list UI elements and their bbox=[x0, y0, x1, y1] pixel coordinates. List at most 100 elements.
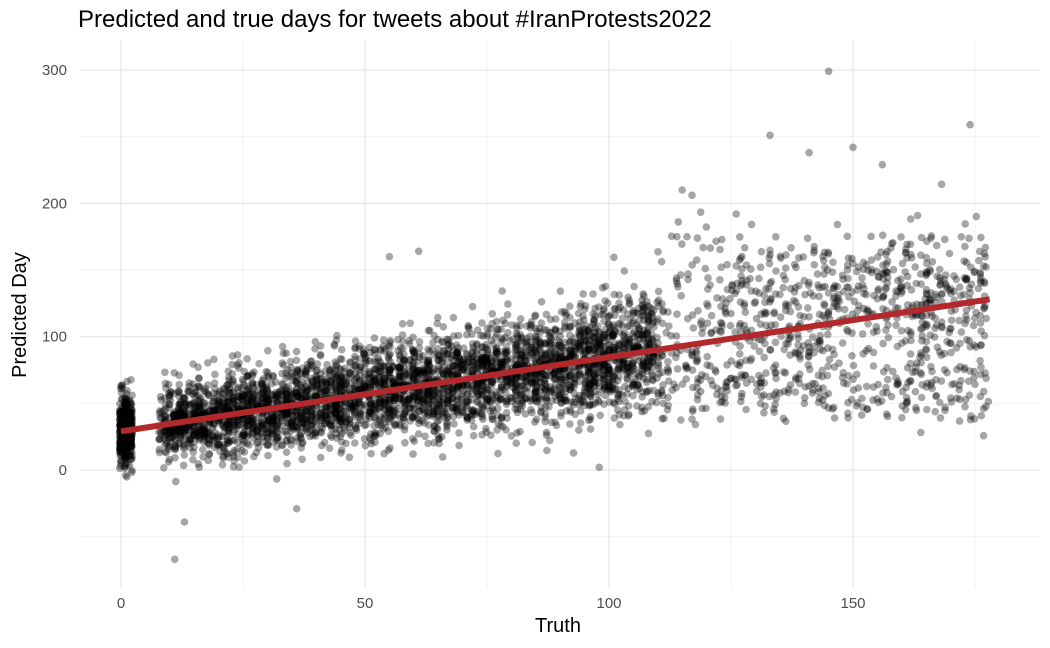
data-point bbox=[635, 324, 644, 332]
data-point bbox=[960, 274, 969, 282]
data-point bbox=[897, 233, 905, 241]
data-point bbox=[269, 409, 278, 418]
data-point bbox=[623, 374, 631, 382]
data-point bbox=[366, 400, 375, 408]
data-point bbox=[161, 401, 170, 409]
data-point bbox=[213, 406, 221, 414]
data-point bbox=[179, 393, 188, 402]
data-point bbox=[615, 340, 623, 348]
data-point bbox=[453, 348, 462, 357]
data-point bbox=[567, 346, 576, 355]
data-point bbox=[351, 398, 360, 407]
data-point bbox=[369, 406, 378, 415]
data-point bbox=[830, 302, 838, 311]
data-point bbox=[277, 421, 285, 430]
data-point bbox=[186, 439, 195, 447]
data-point bbox=[833, 302, 841, 311]
data-point bbox=[683, 314, 692, 323]
data-point bbox=[907, 330, 915, 339]
data-point bbox=[342, 439, 350, 448]
data-point bbox=[199, 445, 207, 454]
data-point bbox=[625, 296, 634, 305]
data-point bbox=[245, 441, 253, 449]
data-point bbox=[542, 393, 551, 402]
data-point bbox=[547, 348, 556, 356]
data-point bbox=[386, 336, 395, 345]
data-point bbox=[483, 395, 492, 404]
data-point bbox=[770, 308, 779, 317]
data-point bbox=[195, 374, 203, 383]
data-point bbox=[331, 384, 340, 392]
data-point bbox=[781, 264, 790, 272]
data-point bbox=[903, 281, 912, 290]
data-point bbox=[449, 412, 458, 421]
data-point bbox=[380, 362, 389, 371]
data-point bbox=[688, 351, 696, 360]
data-point bbox=[406, 356, 414, 364]
data-point bbox=[165, 434, 173, 442]
data-point bbox=[955, 395, 964, 404]
data-point bbox=[601, 325, 610, 334]
data-point bbox=[286, 357, 295, 366]
data-point bbox=[486, 407, 495, 416]
data-point bbox=[922, 285, 931, 294]
data-point bbox=[291, 422, 300, 431]
data-point bbox=[536, 343, 545, 352]
data-point bbox=[272, 422, 281, 430]
data-point bbox=[644, 429, 653, 438]
data-point bbox=[635, 335, 644, 344]
data-point bbox=[917, 393, 926, 402]
data-point bbox=[356, 402, 365, 410]
data-point bbox=[234, 395, 243, 404]
data-point bbox=[273, 398, 282, 407]
data-point bbox=[664, 358, 672, 366]
data-point bbox=[415, 392, 423, 400]
data-point bbox=[732, 210, 740, 218]
data-point bbox=[477, 409, 485, 418]
data-point bbox=[828, 268, 837, 277]
data-point bbox=[494, 404, 502, 413]
data-point bbox=[449, 346, 457, 355]
data-point bbox=[273, 433, 281, 442]
data-point bbox=[772, 267, 780, 275]
data-point bbox=[589, 400, 597, 409]
data-point bbox=[479, 332, 488, 340]
data-point bbox=[443, 422, 451, 431]
data-point bbox=[191, 384, 199, 392]
data-point bbox=[228, 370, 237, 378]
data-point bbox=[589, 340, 597, 348]
data-point bbox=[702, 223, 711, 231]
data-point bbox=[956, 291, 965, 300]
data-point bbox=[228, 393, 237, 402]
data-point bbox=[976, 370, 985, 379]
data-point bbox=[502, 388, 510, 397]
data-point bbox=[805, 353, 813, 361]
data-point bbox=[225, 417, 233, 426]
data-point bbox=[606, 311, 615, 319]
data-point bbox=[526, 394, 535, 402]
data-point bbox=[947, 348, 955, 357]
data-point bbox=[126, 433, 135, 442]
data-point bbox=[230, 388, 238, 396]
data-point bbox=[176, 407, 184, 416]
data-point bbox=[858, 394, 866, 403]
data-point bbox=[526, 324, 535, 332]
data-point bbox=[911, 367, 920, 376]
data-point bbox=[624, 384, 633, 393]
data-point bbox=[794, 330, 802, 338]
data-point bbox=[301, 370, 310, 378]
data-point bbox=[405, 395, 414, 404]
data-point bbox=[848, 352, 856, 360]
data-point bbox=[786, 381, 795, 389]
data-point bbox=[382, 396, 390, 404]
data-point bbox=[575, 426, 583, 435]
data-point bbox=[206, 419, 214, 428]
data-point bbox=[116, 442, 125, 450]
data-point bbox=[448, 388, 457, 397]
data-point bbox=[620, 345, 629, 353]
data-point bbox=[449, 313, 458, 322]
data-point bbox=[487, 389, 496, 398]
data-point bbox=[326, 366, 335, 374]
data-point bbox=[957, 376, 965, 385]
data-point bbox=[878, 293, 887, 302]
